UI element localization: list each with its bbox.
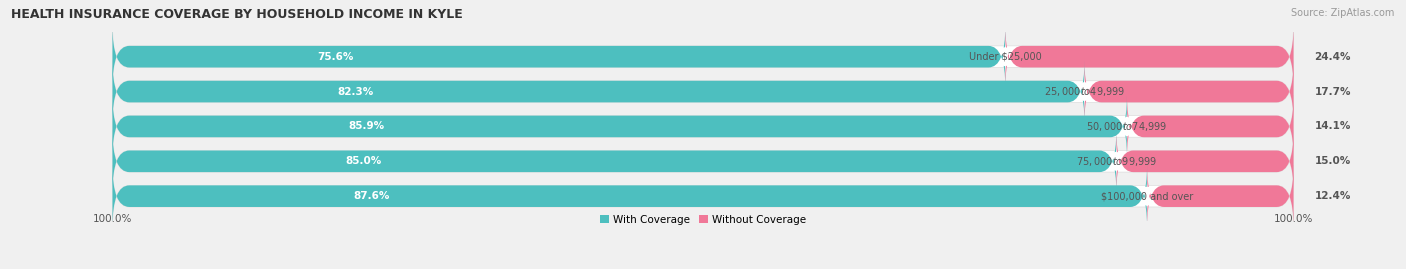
Text: 75.6%: 75.6% bbox=[318, 52, 354, 62]
Text: $50,000 to $74,999: $50,000 to $74,999 bbox=[1087, 120, 1167, 133]
FancyBboxPatch shape bbox=[1073, 73, 1095, 110]
FancyBboxPatch shape bbox=[112, 61, 1084, 123]
Text: 17.7%: 17.7% bbox=[1315, 87, 1351, 97]
FancyBboxPatch shape bbox=[112, 95, 1128, 157]
Text: 85.9%: 85.9% bbox=[349, 121, 384, 132]
FancyBboxPatch shape bbox=[1084, 61, 1294, 123]
Text: Source: ZipAtlas.com: Source: ZipAtlas.com bbox=[1291, 8, 1395, 18]
FancyBboxPatch shape bbox=[112, 165, 1294, 227]
Text: 12.4%: 12.4% bbox=[1315, 191, 1351, 201]
Text: 14.1%: 14.1% bbox=[1315, 121, 1351, 132]
FancyBboxPatch shape bbox=[112, 130, 1116, 192]
Text: 100.0%: 100.0% bbox=[1274, 214, 1313, 224]
Legend: With Coverage, Without Coverage: With Coverage, Without Coverage bbox=[600, 215, 806, 225]
FancyBboxPatch shape bbox=[112, 26, 1294, 88]
Text: HEALTH INSURANCE COVERAGE BY HOUSEHOLD INCOME IN KYLE: HEALTH INSURANCE COVERAGE BY HOUSEHOLD I… bbox=[11, 8, 463, 21]
Text: $100,000 and over: $100,000 and over bbox=[1101, 191, 1194, 201]
FancyBboxPatch shape bbox=[1116, 108, 1139, 145]
FancyBboxPatch shape bbox=[1005, 26, 1294, 88]
FancyBboxPatch shape bbox=[1116, 130, 1294, 192]
FancyBboxPatch shape bbox=[112, 61, 1294, 123]
FancyBboxPatch shape bbox=[1105, 143, 1128, 180]
FancyBboxPatch shape bbox=[112, 165, 1147, 227]
Text: 85.0%: 85.0% bbox=[346, 156, 381, 166]
Text: 87.6%: 87.6% bbox=[353, 191, 389, 201]
Text: $25,000 to $49,999: $25,000 to $49,999 bbox=[1043, 85, 1125, 98]
Text: Under $25,000: Under $25,000 bbox=[969, 52, 1042, 62]
Text: 24.4%: 24.4% bbox=[1315, 52, 1351, 62]
Text: 15.0%: 15.0% bbox=[1315, 156, 1351, 166]
Text: $75,000 to $99,999: $75,000 to $99,999 bbox=[1076, 155, 1157, 168]
Text: 100.0%: 100.0% bbox=[93, 214, 132, 224]
FancyBboxPatch shape bbox=[1128, 95, 1294, 157]
FancyBboxPatch shape bbox=[112, 95, 1294, 157]
Text: 82.3%: 82.3% bbox=[337, 87, 374, 97]
FancyBboxPatch shape bbox=[1136, 178, 1159, 215]
FancyBboxPatch shape bbox=[994, 38, 1017, 75]
FancyBboxPatch shape bbox=[1147, 165, 1294, 227]
FancyBboxPatch shape bbox=[112, 130, 1294, 192]
FancyBboxPatch shape bbox=[112, 26, 1005, 88]
